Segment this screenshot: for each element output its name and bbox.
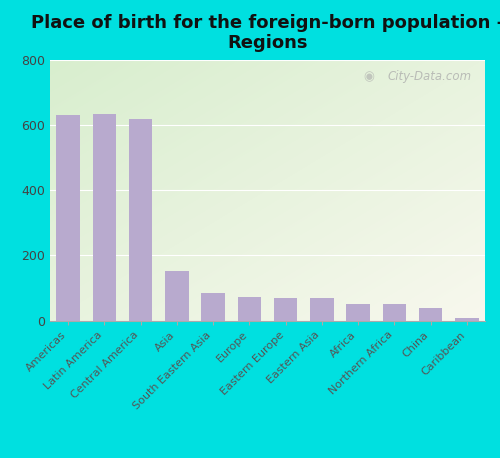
Bar <box>274 298 297 321</box>
Bar <box>346 304 370 321</box>
Title: Place of birth for the foreign-born population -
Regions: Place of birth for the foreign-born popu… <box>31 14 500 52</box>
Bar <box>310 299 334 321</box>
Text: City-Data.com: City-Data.com <box>388 70 472 83</box>
Bar <box>455 318 478 321</box>
Bar <box>56 115 80 321</box>
Bar <box>382 304 406 321</box>
Bar <box>419 308 442 321</box>
Bar <box>238 297 261 321</box>
Bar <box>165 271 188 321</box>
Bar <box>129 119 152 321</box>
Bar <box>202 293 225 321</box>
Text: ◉: ◉ <box>363 70 374 83</box>
Bar <box>92 114 116 321</box>
